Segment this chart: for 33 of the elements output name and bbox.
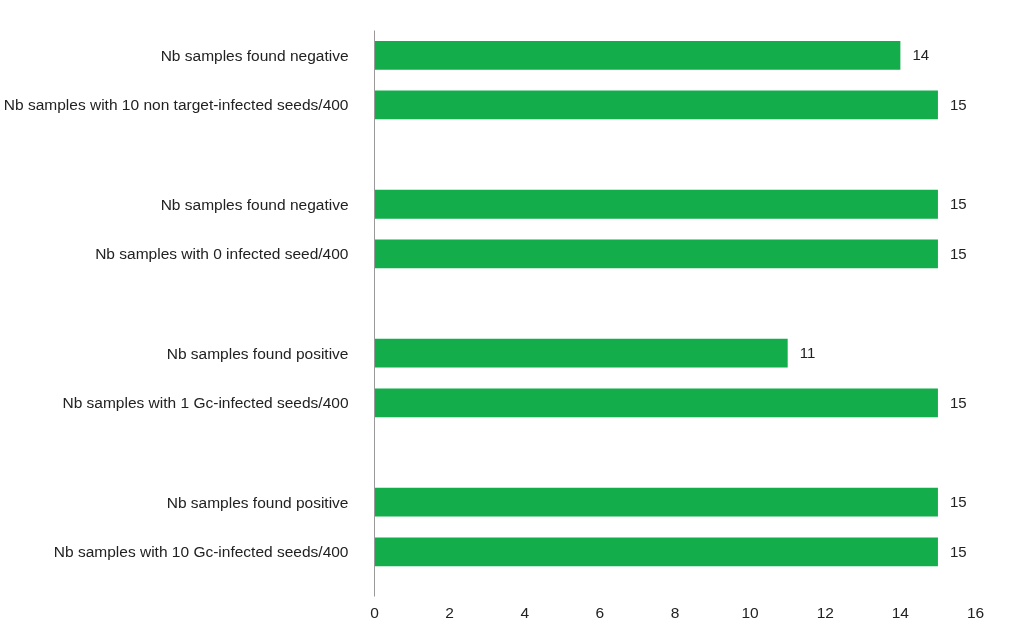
- data-label: 15: [949, 393, 967, 411]
- data-label: 14: [912, 46, 930, 64]
- x-tick-label: 6: [595, 603, 605, 621]
- x-tick-label: 16: [966, 603, 985, 621]
- data-label: 15: [949, 493, 967, 511]
- x-tick-label: 0: [370, 603, 380, 621]
- y-tick-label: Nb samples with 10 Gc-infected seeds/400: [53, 543, 349, 561]
- data-label: 15: [949, 195, 967, 213]
- x-tick-label: 4: [520, 603, 530, 621]
- x-tick-label: 14: [891, 603, 910, 621]
- bar: [374, 189, 938, 219]
- y-tick-label: Nb samples with 1 Gc-infected seeds/400: [62, 394, 349, 412]
- data-label: 11: [799, 344, 816, 362]
- y-tick-label: Nb samples found positive: [166, 344, 349, 362]
- data-label: 15: [949, 95, 967, 113]
- bar: [374, 487, 938, 517]
- bar: [374, 90, 938, 120]
- bar: [374, 388, 938, 418]
- x-tick-label: 2: [445, 603, 454, 621]
- x-tick-label: 8: [670, 603, 680, 621]
- bar: [374, 40, 901, 70]
- data-label: 15: [949, 244, 967, 262]
- y-tick-label: Nb samples with 10 non target-infected seeds/400: [3, 96, 349, 114]
- bar: [374, 338, 788, 368]
- bar: [374, 537, 938, 567]
- data-label: 15: [949, 542, 967, 560]
- y-tick-label: Nb samples found positive: [166, 493, 349, 511]
- y-tick-label: Nb samples found negative: [160, 46, 349, 64]
- bar: [374, 239, 938, 269]
- y-tick-label: Nb samples found negative: [160, 195, 349, 213]
- x-tick-label: 10: [741, 603, 760, 621]
- x-tick-label: 12: [816, 603, 834, 621]
- y-tick-label: Nb samples with 0 infected seed/400: [95, 245, 349, 263]
